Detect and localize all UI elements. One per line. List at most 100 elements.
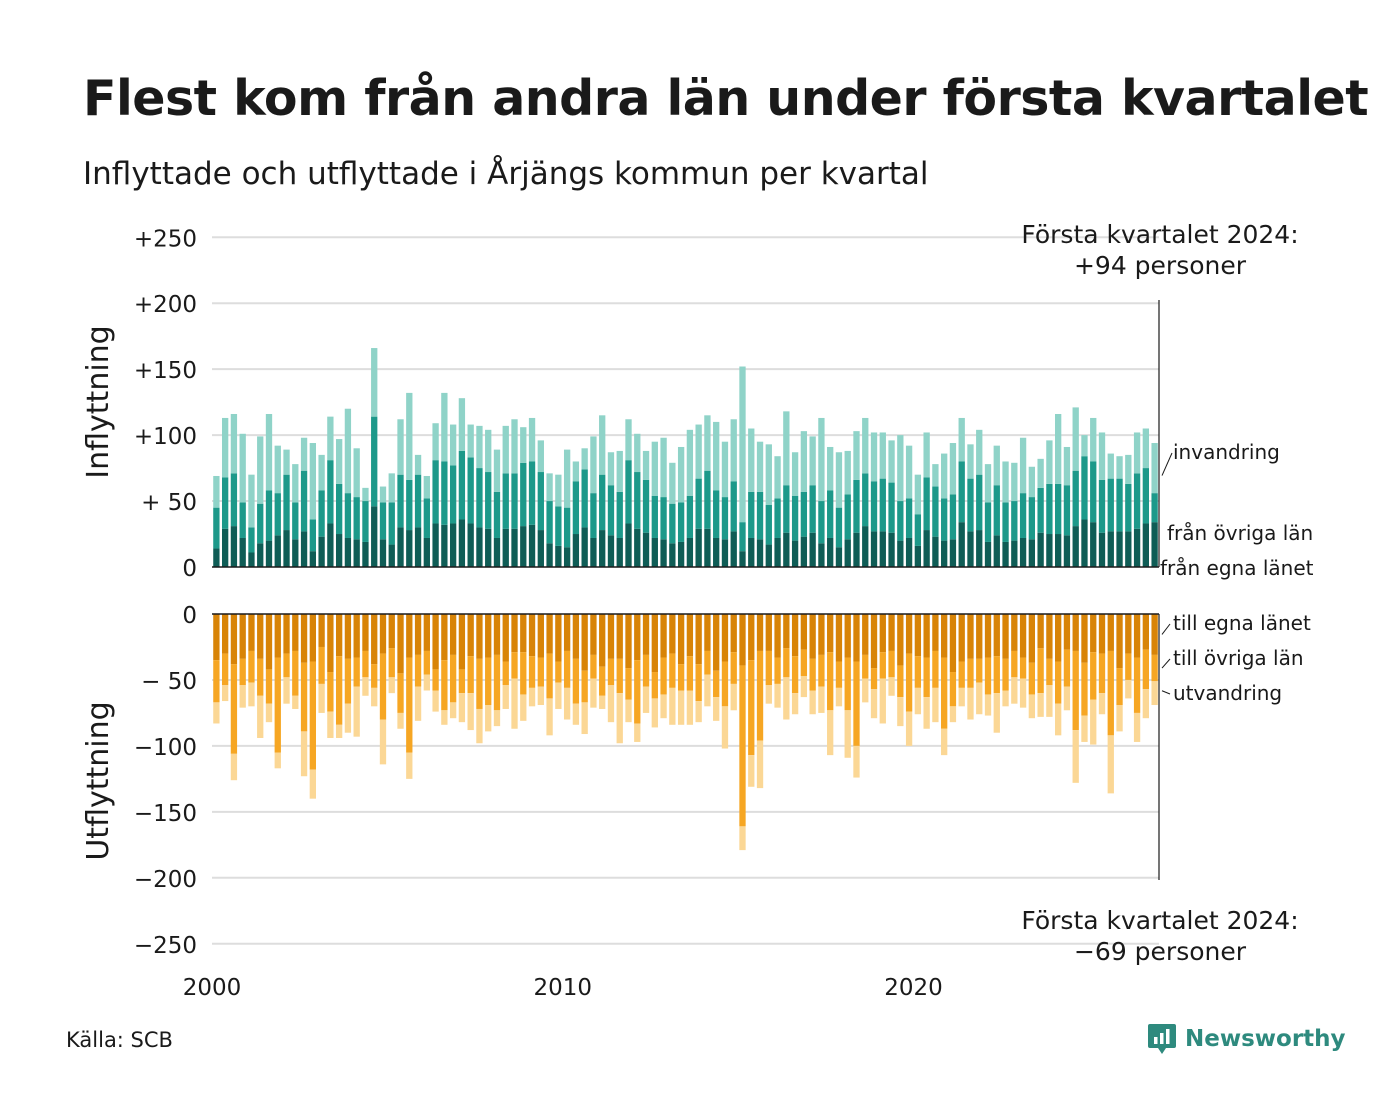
bar-segment-out (774, 657, 781, 684)
bar-segment-in (528, 524, 536, 567)
bar-segment-in (590, 537, 597, 567)
bar-segment-out (318, 646, 325, 684)
bar-segment-in (748, 428, 755, 492)
bar-segment-out (677, 664, 685, 691)
bar-segment-out (502, 685, 509, 709)
bar-segment-in (467, 523, 474, 567)
bar-segment-out (441, 614, 448, 661)
bar-segment-out (423, 650, 430, 675)
bar-segment-out (853, 745, 860, 778)
bar-segment-out (441, 710, 448, 725)
bar-segment-in (213, 507, 220, 549)
bar-segment-in (502, 473, 509, 529)
bar-segment-out (835, 661, 843, 688)
bar-segment-out (572, 703, 580, 725)
y-tick-label-top: 0 (182, 556, 197, 582)
bar-segment-out (949, 614, 957, 673)
bar-segment-out (800, 649, 808, 676)
bar-segment-in (756, 539, 764, 567)
bar-segment-in (1090, 522, 1097, 567)
bar-segment-in (1151, 493, 1158, 523)
bar-segment-in (844, 450, 851, 495)
bar-segment-in (265, 540, 273, 567)
bar-segment-in (1063, 535, 1071, 567)
bar-segment-out (634, 723, 641, 742)
bar-segment-in (248, 527, 255, 553)
bar-segment-in (379, 539, 387, 567)
bar-segment-in (239, 433, 246, 503)
bar-segment-in (818, 417, 825, 502)
bar-segment-in (353, 539, 360, 567)
bar-segment-in (1019, 493, 1027, 538)
bar-segment-in (827, 537, 834, 567)
bar-segment-in (1002, 541, 1009, 567)
bar-segment-out (300, 614, 308, 663)
bar-segment-in (230, 413, 238, 474)
bar-segment-out (1107, 735, 1114, 794)
bar-segment-out (730, 652, 737, 684)
bar-segment-out (756, 740, 764, 789)
bar-segment-out (213, 702, 220, 724)
bar-segment-out (783, 648, 790, 678)
annotation-bottom-line-2: −69 personer (1074, 937, 1247, 966)
bar-segment-out (528, 687, 536, 707)
bar-segment-in (230, 526, 238, 567)
bar-segment-out (713, 614, 720, 671)
bar-segment-out (283, 653, 290, 678)
bar-segment-out (467, 693, 474, 731)
bar-segment-out (1116, 705, 1123, 732)
bar-segment-in (265, 490, 273, 541)
ylabel-top: Inflyttning (81, 325, 116, 478)
bar-segment-in (274, 535, 281, 567)
y-tick-label-bottom: −250 (134, 933, 197, 959)
bar-segment-out (704, 614, 711, 651)
bar-segment-in (344, 493, 352, 538)
bar-segment-out (932, 650, 939, 688)
bar-segment-out (686, 656, 694, 691)
bar-segment-out (318, 683, 325, 713)
bar-segment-out (984, 694, 992, 716)
bar-segment-out (976, 614, 983, 659)
bar-segment-out (1046, 658, 1053, 686)
bar-segment-out (555, 661, 562, 683)
bar-segment-in (300, 470, 308, 532)
bar-segment-in (362, 487, 369, 502)
bar-segment-in (721, 497, 729, 540)
bar-segment-out (248, 682, 255, 707)
bar-segment-in (765, 544, 772, 567)
bar-segment-in (221, 417, 229, 478)
bar-segment-in (467, 424, 474, 458)
bar-segment-in (502, 528, 509, 567)
bar-segment-in (713, 537, 720, 567)
bar-segment-in (1028, 466, 1036, 498)
bar-segment-out (1055, 661, 1062, 704)
bar-segment-in (949, 443, 957, 495)
bar-segment-out (888, 614, 895, 651)
bar-segment-in (695, 424, 702, 479)
bar-segment-out (432, 614, 439, 670)
bar-segment-in (221, 528, 229, 567)
bar-segment-in (941, 453, 948, 499)
bar-segment-out (976, 682, 983, 715)
series-label-in: invandring (1173, 440, 1280, 464)
bar-segment-in (932, 464, 939, 487)
bar-segment-out (941, 728, 948, 756)
bar-segment-in (327, 523, 334, 567)
bar-segment-out (949, 706, 957, 723)
bar-segment-out (449, 614, 457, 655)
bar-segment-in (441, 461, 448, 525)
bar-segment-in (476, 527, 483, 567)
bar-segment-in (835, 507, 843, 548)
bar-segment-out (835, 614, 843, 662)
bar-segment-in (493, 449, 501, 492)
bar-segment-out (721, 661, 729, 707)
bar-segment-in (1125, 483, 1132, 532)
bar-segment-out (344, 614, 352, 659)
bar-segment-out (905, 653, 913, 712)
bar-segment-out (914, 687, 922, 715)
bar-segment-in (835, 452, 843, 508)
bar-segment-out (993, 693, 1000, 733)
bar-segment-in (414, 474, 422, 528)
bar-segment-out (1090, 614, 1097, 653)
bar-segment-out (283, 614, 290, 654)
